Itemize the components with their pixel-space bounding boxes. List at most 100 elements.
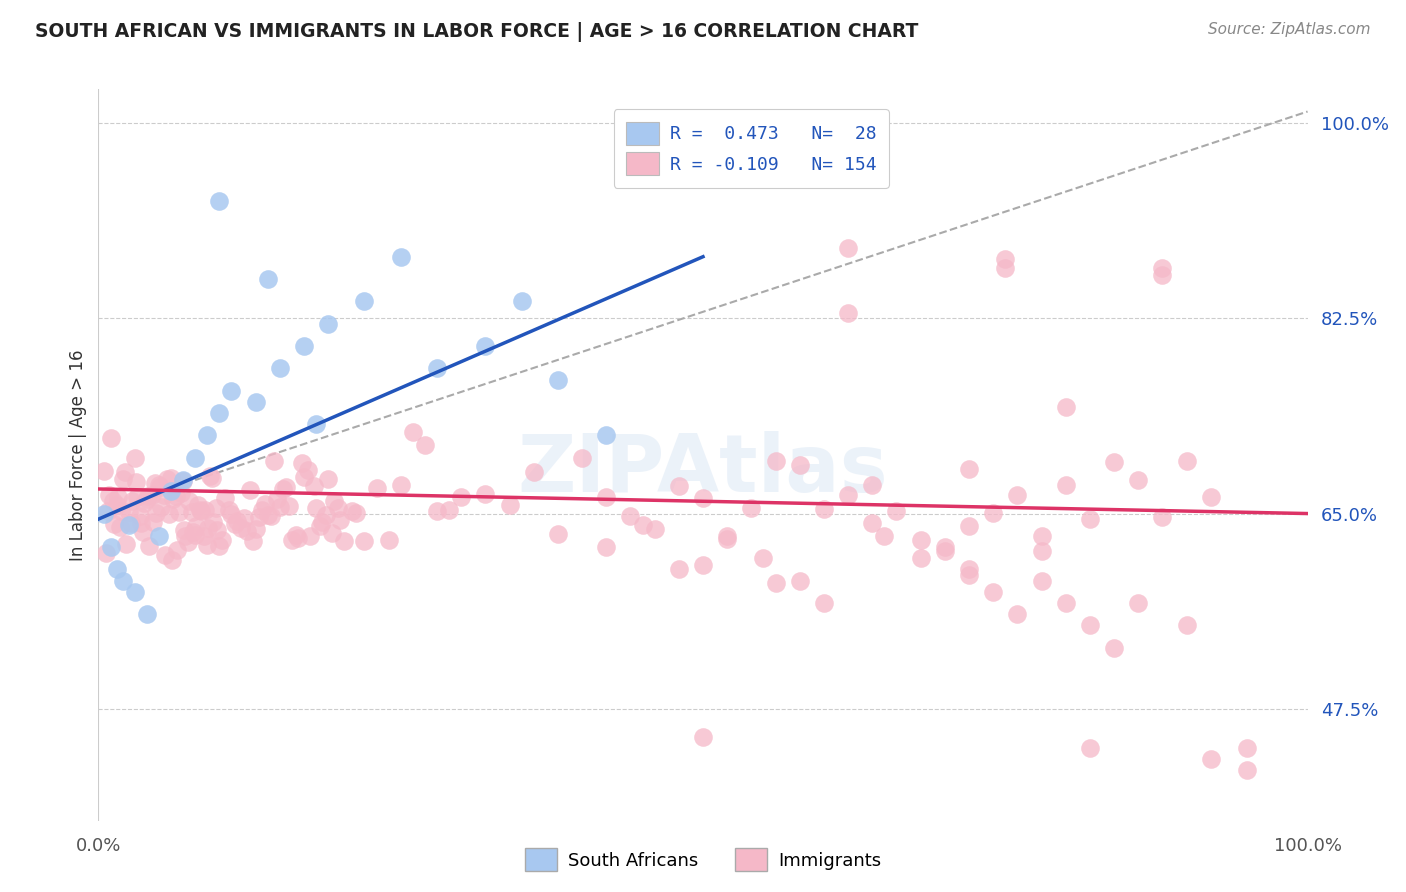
Point (668, 562, 690, 576)
Point (157, 507, 180, 521)
Point (692, 730, 714, 744)
Point (152, 488, 174, 502)
Point (323, 494, 346, 508)
Point (98, 487, 121, 501)
Point (981, 584, 1004, 599)
Point (156, 472, 179, 486)
Point (103, 516, 125, 531)
Point (208, 406, 231, 420)
Point (1078, 618, 1101, 632)
Point (111, 471, 134, 485)
Point (402, 425, 425, 440)
Point (221, 507, 243, 521)
Point (668, 479, 690, 493)
Point (474, 339, 496, 353)
Point (266, 492, 288, 507)
Point (789, 458, 811, 472)
Point (160, 484, 183, 499)
Point (256, 508, 278, 523)
Point (1031, 529, 1053, 543)
Point (813, 502, 835, 516)
Point (245, 522, 267, 536)
Point (202, 516, 225, 530)
Point (287, 531, 309, 545)
Point (201, 471, 224, 485)
Point (169, 505, 191, 519)
Point (498, 498, 520, 512)
Point (105, 498, 128, 512)
Point (957, 462, 980, 476)
Point (474, 487, 496, 501)
Point (1152, 260, 1174, 275)
Point (204, 500, 226, 515)
Point (1128, 596, 1150, 610)
Point (389, 250, 412, 264)
Point (344, 506, 367, 520)
Point (136, 489, 159, 503)
Point (129, 516, 152, 531)
Point (121, 494, 143, 508)
Point (692, 558, 714, 572)
Point (242, 533, 264, 548)
Point (194, 503, 217, 517)
Point (450, 490, 472, 504)
Point (186, 518, 208, 533)
Point (910, 551, 932, 566)
Point (1102, 455, 1125, 469)
Point (437, 503, 460, 517)
Point (547, 372, 569, 386)
Point (142, 515, 165, 529)
Point (837, 241, 859, 255)
Point (278, 499, 301, 513)
Point (860, 477, 883, 491)
Point (93, 464, 115, 478)
Point (631, 517, 654, 532)
Point (120, 516, 142, 531)
Point (1152, 509, 1174, 524)
Point (311, 515, 333, 529)
Point (1007, 488, 1029, 502)
Point (837, 488, 859, 502)
Point (100, 540, 122, 554)
Point (94, 546, 117, 560)
Point (195, 538, 218, 552)
Point (110, 503, 132, 517)
Point (135, 492, 157, 507)
Point (510, 294, 533, 309)
Point (263, 454, 285, 468)
Point (644, 522, 666, 536)
Point (1007, 607, 1029, 621)
Point (97, 504, 120, 518)
Point (837, 305, 859, 319)
Point (229, 521, 252, 535)
Point (100, 431, 122, 445)
Point (1102, 640, 1125, 655)
Point (150, 500, 173, 515)
Point (1175, 454, 1198, 468)
Point (211, 533, 233, 548)
Point (1152, 268, 1174, 283)
Point (197, 521, 219, 535)
Point (208, 194, 231, 208)
Point (1236, 764, 1258, 778)
Point (595, 490, 617, 504)
Point (260, 508, 283, 523)
Point (173, 523, 195, 537)
Point (135, 607, 157, 621)
Point (353, 294, 375, 309)
Point (107, 491, 129, 505)
Legend: South Africans, Immigrants: South Africans, Immigrants (517, 841, 889, 879)
Point (236, 524, 259, 539)
Point (1054, 478, 1077, 492)
Point (1054, 400, 1077, 414)
Point (187, 498, 209, 512)
Point (315, 508, 337, 522)
Point (910, 533, 932, 547)
Point (145, 506, 167, 520)
Point (149, 480, 172, 494)
Point (297, 463, 319, 477)
Point (716, 529, 738, 543)
Point (221, 384, 243, 398)
Point (305, 500, 328, 515)
Point (389, 478, 412, 492)
